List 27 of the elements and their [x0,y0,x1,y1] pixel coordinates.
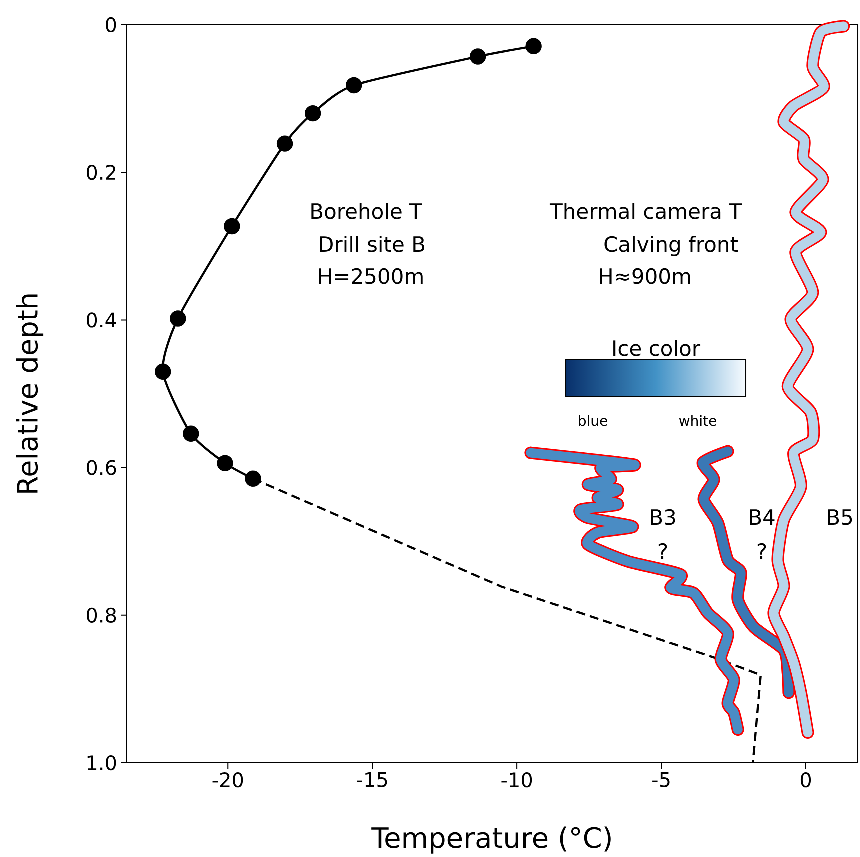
y-tick-label: 0.6 [86,460,116,476]
annotation: Thermal camera T [550,203,742,220]
annotation: H≈900m [600,268,690,284]
y-tick-label: 0.8 [86,608,116,623]
annotation: H=2500m [319,268,423,284]
annotation: B3 [651,509,676,526]
x-tick-label: -15 [357,772,388,788]
x-tick-label: -10 [502,772,532,788]
annotation: Calving front [604,236,738,256]
x-axis-title: Temperature (°C) [372,826,611,854]
y-axis-title: Relative depth [16,294,44,493]
annotation: B4 [750,510,775,525]
annotation: blue [579,415,608,426]
annotation: ? [758,543,766,559]
annotation: white [679,415,716,426]
y-tick-label: 0 [106,17,116,33]
annotation: ? [658,543,668,559]
annotation: Drill site B [320,236,425,252]
annotation: Borehole T [312,203,422,220]
annotation: B5 [828,510,852,526]
y-tick-label: 0.4 [86,312,116,328]
y-tick-label: 0.2 [86,165,116,180]
annotation: Ice color [614,340,701,356]
y-tick-label: 1.0 [88,755,116,771]
x-tick-label: -5 [652,772,670,788]
x-tick-label: -20 [212,772,244,788]
x-tick-label: 0 [800,772,812,788]
